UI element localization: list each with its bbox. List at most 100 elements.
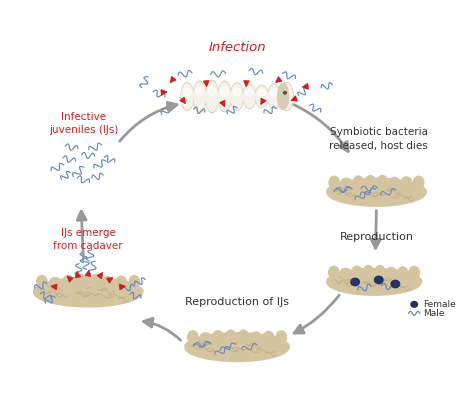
Text: Male: Male xyxy=(423,309,444,318)
Text: Symbiotic bacteria
released, host dies: Symbiotic bacteria released, host dies xyxy=(329,127,428,151)
Ellipse shape xyxy=(377,175,388,190)
Text: Reproduction of IJs: Reproduction of IJs xyxy=(185,297,289,307)
Ellipse shape xyxy=(218,81,231,112)
Polygon shape xyxy=(327,269,422,295)
Ellipse shape xyxy=(214,333,222,342)
Ellipse shape xyxy=(118,278,125,286)
Ellipse shape xyxy=(116,276,127,288)
Ellipse shape xyxy=(201,334,209,340)
Text: Female: Female xyxy=(423,300,456,309)
Ellipse shape xyxy=(387,269,395,276)
Ellipse shape xyxy=(227,332,235,342)
Ellipse shape xyxy=(244,85,255,108)
Ellipse shape xyxy=(64,277,72,286)
Ellipse shape xyxy=(258,90,265,96)
Circle shape xyxy=(411,301,418,307)
Ellipse shape xyxy=(341,178,352,187)
Ellipse shape xyxy=(379,178,386,188)
Ellipse shape xyxy=(399,269,407,277)
Ellipse shape xyxy=(182,84,193,109)
Ellipse shape xyxy=(277,333,285,342)
Ellipse shape xyxy=(51,279,59,285)
Ellipse shape xyxy=(90,275,100,289)
Ellipse shape xyxy=(366,178,374,188)
Ellipse shape xyxy=(401,177,412,188)
Ellipse shape xyxy=(200,333,210,342)
Ellipse shape xyxy=(246,89,253,96)
Ellipse shape xyxy=(181,83,194,110)
Ellipse shape xyxy=(376,267,383,278)
Ellipse shape xyxy=(183,88,191,96)
Text: Reproduction: Reproduction xyxy=(339,232,413,242)
Ellipse shape xyxy=(283,92,286,94)
Ellipse shape xyxy=(276,331,286,344)
Ellipse shape xyxy=(194,82,206,111)
Ellipse shape xyxy=(103,277,113,287)
Ellipse shape xyxy=(76,275,87,289)
Ellipse shape xyxy=(342,270,349,276)
Ellipse shape xyxy=(329,176,339,189)
Ellipse shape xyxy=(353,176,364,189)
Ellipse shape xyxy=(374,265,385,280)
Ellipse shape xyxy=(63,275,73,288)
Ellipse shape xyxy=(219,82,230,111)
Ellipse shape xyxy=(415,178,422,187)
Ellipse shape xyxy=(268,84,281,109)
Text: IJs emerge
from cadaver: IJs emerge from cadaver xyxy=(53,228,123,252)
Ellipse shape xyxy=(230,83,244,110)
Ellipse shape xyxy=(243,85,256,108)
Ellipse shape xyxy=(330,178,338,187)
Ellipse shape xyxy=(193,81,206,112)
Ellipse shape xyxy=(188,331,198,344)
Text: Infective
juveniles (IJs): Infective juveniles (IJs) xyxy=(49,112,118,135)
Ellipse shape xyxy=(251,332,261,342)
Ellipse shape xyxy=(104,278,112,285)
Ellipse shape xyxy=(36,276,47,288)
Ellipse shape xyxy=(256,86,268,107)
Ellipse shape xyxy=(365,267,372,278)
Ellipse shape xyxy=(271,89,278,96)
Ellipse shape xyxy=(343,180,350,186)
Ellipse shape xyxy=(403,178,410,187)
Ellipse shape xyxy=(391,179,398,186)
Ellipse shape xyxy=(410,268,418,277)
Ellipse shape xyxy=(398,267,408,279)
Ellipse shape xyxy=(50,278,60,286)
Ellipse shape xyxy=(129,276,139,288)
Ellipse shape xyxy=(196,87,203,96)
Ellipse shape xyxy=(238,330,248,344)
Polygon shape xyxy=(327,178,427,206)
Polygon shape xyxy=(34,277,143,307)
Ellipse shape xyxy=(409,266,419,279)
Ellipse shape xyxy=(38,277,46,286)
Ellipse shape xyxy=(389,178,400,188)
Ellipse shape xyxy=(268,85,280,108)
Ellipse shape xyxy=(252,333,260,341)
Ellipse shape xyxy=(283,88,291,96)
Ellipse shape xyxy=(91,277,99,287)
Ellipse shape xyxy=(209,87,216,96)
Ellipse shape xyxy=(221,87,228,96)
Ellipse shape xyxy=(352,266,362,279)
Circle shape xyxy=(391,280,400,288)
Ellipse shape xyxy=(233,88,241,96)
Ellipse shape xyxy=(340,268,351,277)
Ellipse shape xyxy=(386,267,396,278)
Circle shape xyxy=(374,276,383,283)
Ellipse shape xyxy=(413,176,424,189)
Ellipse shape xyxy=(206,81,218,111)
Ellipse shape xyxy=(281,83,292,110)
Ellipse shape xyxy=(265,333,273,341)
Ellipse shape xyxy=(189,333,197,342)
Ellipse shape xyxy=(264,331,274,343)
Ellipse shape xyxy=(206,81,219,112)
Ellipse shape xyxy=(255,85,268,108)
Ellipse shape xyxy=(239,332,247,342)
Ellipse shape xyxy=(330,268,337,277)
Ellipse shape xyxy=(78,277,85,287)
Ellipse shape xyxy=(328,266,339,279)
Ellipse shape xyxy=(213,331,223,344)
Ellipse shape xyxy=(353,268,361,277)
Text: Infection: Infection xyxy=(208,40,266,54)
Ellipse shape xyxy=(280,83,293,110)
